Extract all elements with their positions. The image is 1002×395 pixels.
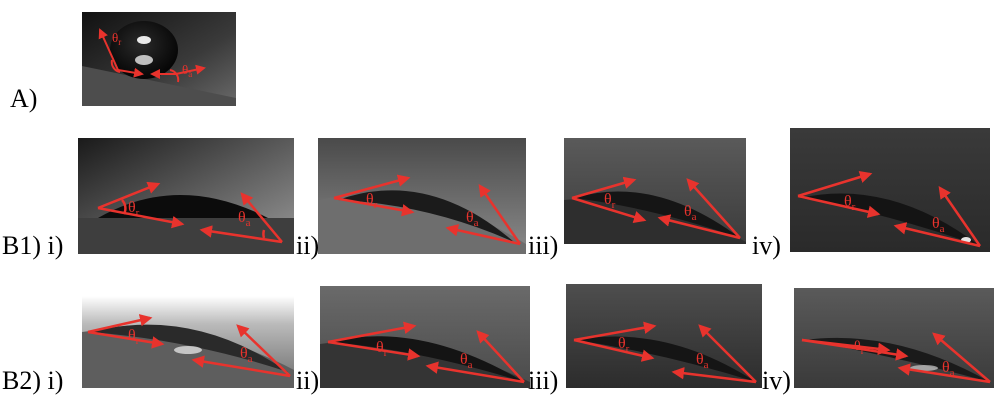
droplet-diagram-b1-i: θr θa [78,138,294,254]
theta-r-label: θr [128,199,140,219]
photo-b2-iii: θr θa [566,284,762,388]
theta-r-label: θr [604,191,616,211]
theta-r-label: θr [128,327,140,347]
droplet-diagram-b1-ii: θr θa [318,138,526,254]
label-b2-ii: ii) [296,366,320,395]
theta-a-label: θa [240,345,253,365]
droplet-diagram-b2-ii: θr θa [320,286,530,388]
theta-r-label: θr [618,335,630,355]
label-b1-iii: iii) [528,231,559,260]
droplet-diagram-b2-i: θr θa [82,296,294,388]
label-b1-ii: ii) [296,231,320,260]
photo-b2-ii: θr θa [320,286,530,388]
droplet-diagram-b2-iv: θr θa [794,288,994,388]
photo-b2-iv: θr θa [794,288,994,388]
theta-a-label: θa [684,203,697,223]
theta-a-label: θa [466,209,479,229]
droplet-diagram-b1-iv: θr θa [790,128,990,252]
droplet [110,21,178,79]
droplet [90,324,288,372]
droplet-diagram-a: θr θa [82,12,236,106]
theta-r-label: θr [844,193,856,213]
photo-a: θr θa [82,12,236,106]
substrate [82,66,236,106]
theta-r-label: θr [376,339,388,359]
label-b2-row: B2) i) [2,366,64,395]
photo-b1-ii: θr θa [318,138,526,254]
label-b1-row: B1) i) [2,231,64,260]
theta-a-label: θa [942,359,955,379]
theta-a-label: θa [932,215,945,235]
theta-r-label: θr [366,191,378,211]
droplet [338,190,514,242]
droplet [574,191,740,238]
theta-a-label: θa [460,351,473,371]
label-b2-iii: iii) [528,366,559,395]
photo-b1-i: θr θa [78,138,294,254]
label-a: A) [10,84,38,113]
droplet [576,336,756,382]
photo-b1-iv: θr θa [790,128,990,252]
theta-r-label: θr [854,339,865,357]
droplet-diagram-b2-iii: θr θa [566,284,762,388]
theta-a-label: θa [238,209,251,229]
photo-b2-i: θr θa [82,296,294,388]
photo-b1-iii: θr θa [564,138,746,244]
droplet-diagram-b1-iii: θr θa [564,138,746,244]
theta-r-label: θr [112,30,121,47]
theta-a-label: θa [696,351,709,371]
droplet [98,195,268,218]
label-b2-iv: iv) [762,366,791,395]
label-b1-iv: iv) [752,231,781,260]
theta-a-label: θa [182,62,192,79]
droplet [330,336,524,382]
